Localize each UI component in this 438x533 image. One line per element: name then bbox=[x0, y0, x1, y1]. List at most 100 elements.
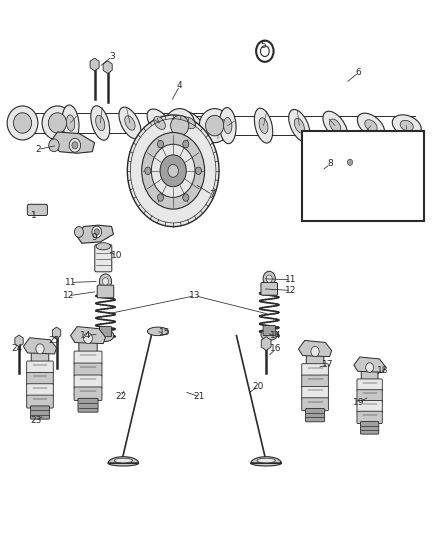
FancyBboxPatch shape bbox=[27, 395, 53, 408]
Ellipse shape bbox=[119, 107, 141, 139]
Ellipse shape bbox=[66, 115, 75, 131]
FancyBboxPatch shape bbox=[27, 204, 47, 215]
Text: 25: 25 bbox=[48, 336, 60, 345]
Ellipse shape bbox=[261, 329, 278, 341]
Ellipse shape bbox=[400, 120, 413, 131]
Polygon shape bbox=[51, 132, 95, 154]
FancyBboxPatch shape bbox=[27, 361, 53, 374]
Circle shape bbox=[69, 139, 81, 152]
Ellipse shape bbox=[199, 109, 230, 143]
FancyBboxPatch shape bbox=[261, 282, 278, 295]
Polygon shape bbox=[354, 357, 385, 372]
FancyBboxPatch shape bbox=[361, 366, 378, 381]
Polygon shape bbox=[23, 338, 57, 354]
Circle shape bbox=[157, 194, 163, 201]
FancyBboxPatch shape bbox=[31, 348, 49, 363]
Ellipse shape bbox=[42, 106, 73, 140]
FancyBboxPatch shape bbox=[263, 326, 276, 336]
Ellipse shape bbox=[183, 117, 196, 129]
Text: 15: 15 bbox=[159, 328, 170, 337]
Circle shape bbox=[366, 363, 374, 372]
Ellipse shape bbox=[212, 118, 226, 128]
Ellipse shape bbox=[365, 120, 377, 132]
Circle shape bbox=[195, 167, 201, 174]
Ellipse shape bbox=[392, 115, 421, 136]
FancyBboxPatch shape bbox=[357, 400, 382, 413]
Circle shape bbox=[160, 155, 186, 187]
Text: 17: 17 bbox=[322, 360, 334, 369]
FancyBboxPatch shape bbox=[27, 373, 53, 385]
FancyBboxPatch shape bbox=[97, 285, 114, 298]
Circle shape bbox=[94, 229, 99, 235]
Circle shape bbox=[183, 194, 189, 201]
Circle shape bbox=[263, 271, 276, 286]
Ellipse shape bbox=[259, 118, 268, 133]
Text: 22: 22 bbox=[115, 392, 127, 401]
FancyBboxPatch shape bbox=[357, 411, 382, 424]
Circle shape bbox=[127, 115, 219, 227]
FancyBboxPatch shape bbox=[360, 422, 379, 434]
FancyBboxPatch shape bbox=[74, 363, 102, 376]
Text: 18: 18 bbox=[377, 366, 389, 375]
Circle shape bbox=[311, 346, 319, 357]
Text: 13: 13 bbox=[189, 291, 201, 300]
Text: 2: 2 bbox=[35, 145, 41, 154]
Ellipse shape bbox=[205, 112, 233, 134]
Ellipse shape bbox=[323, 111, 347, 140]
FancyBboxPatch shape bbox=[79, 337, 97, 353]
Text: 24: 24 bbox=[12, 344, 23, 353]
Circle shape bbox=[72, 142, 78, 149]
Ellipse shape bbox=[91, 106, 110, 140]
FancyBboxPatch shape bbox=[74, 387, 102, 400]
Text: 10: 10 bbox=[111, 252, 122, 260]
FancyBboxPatch shape bbox=[302, 398, 328, 411]
Text: 20: 20 bbox=[253, 382, 264, 391]
Ellipse shape bbox=[164, 109, 195, 143]
Circle shape bbox=[347, 159, 353, 165]
FancyBboxPatch shape bbox=[78, 398, 98, 412]
Ellipse shape bbox=[7, 106, 38, 140]
Ellipse shape bbox=[147, 109, 172, 137]
Polygon shape bbox=[76, 225, 113, 243]
Ellipse shape bbox=[154, 116, 166, 130]
Polygon shape bbox=[298, 341, 332, 357]
Text: 19: 19 bbox=[353, 398, 364, 407]
Ellipse shape bbox=[223, 117, 232, 134]
Polygon shape bbox=[251, 457, 281, 466]
Text: 1: 1 bbox=[31, 212, 36, 221]
Text: 23: 23 bbox=[30, 416, 41, 425]
Ellipse shape bbox=[332, 172, 346, 179]
Ellipse shape bbox=[114, 458, 133, 463]
Ellipse shape bbox=[171, 116, 189, 136]
FancyBboxPatch shape bbox=[74, 351, 102, 365]
Polygon shape bbox=[108, 457, 139, 466]
Text: 14: 14 bbox=[270, 331, 282, 340]
Ellipse shape bbox=[14, 113, 32, 133]
FancyBboxPatch shape bbox=[99, 327, 112, 337]
Circle shape bbox=[328, 157, 337, 168]
Ellipse shape bbox=[176, 111, 203, 135]
Ellipse shape bbox=[148, 327, 168, 336]
Text: 6: 6 bbox=[356, 68, 362, 77]
Ellipse shape bbox=[257, 458, 276, 463]
Text: 8: 8 bbox=[328, 159, 333, 168]
Text: 7: 7 bbox=[209, 190, 215, 199]
Ellipse shape bbox=[357, 113, 385, 138]
FancyBboxPatch shape bbox=[302, 375, 328, 388]
Bar bbox=[302, 131, 424, 221]
Circle shape bbox=[266, 275, 272, 282]
Circle shape bbox=[92, 226, 102, 238]
Text: 3: 3 bbox=[109, 52, 115, 61]
FancyBboxPatch shape bbox=[305, 409, 325, 422]
FancyBboxPatch shape bbox=[74, 375, 102, 389]
FancyBboxPatch shape bbox=[302, 386, 328, 399]
Circle shape bbox=[49, 139, 59, 152]
Text: 21: 21 bbox=[194, 392, 205, 401]
Circle shape bbox=[183, 140, 189, 148]
Ellipse shape bbox=[96, 243, 110, 250]
FancyBboxPatch shape bbox=[302, 364, 328, 377]
Ellipse shape bbox=[48, 113, 67, 133]
Ellipse shape bbox=[254, 108, 273, 143]
Text: 4: 4 bbox=[177, 81, 183, 90]
Text: 9: 9 bbox=[92, 233, 97, 242]
